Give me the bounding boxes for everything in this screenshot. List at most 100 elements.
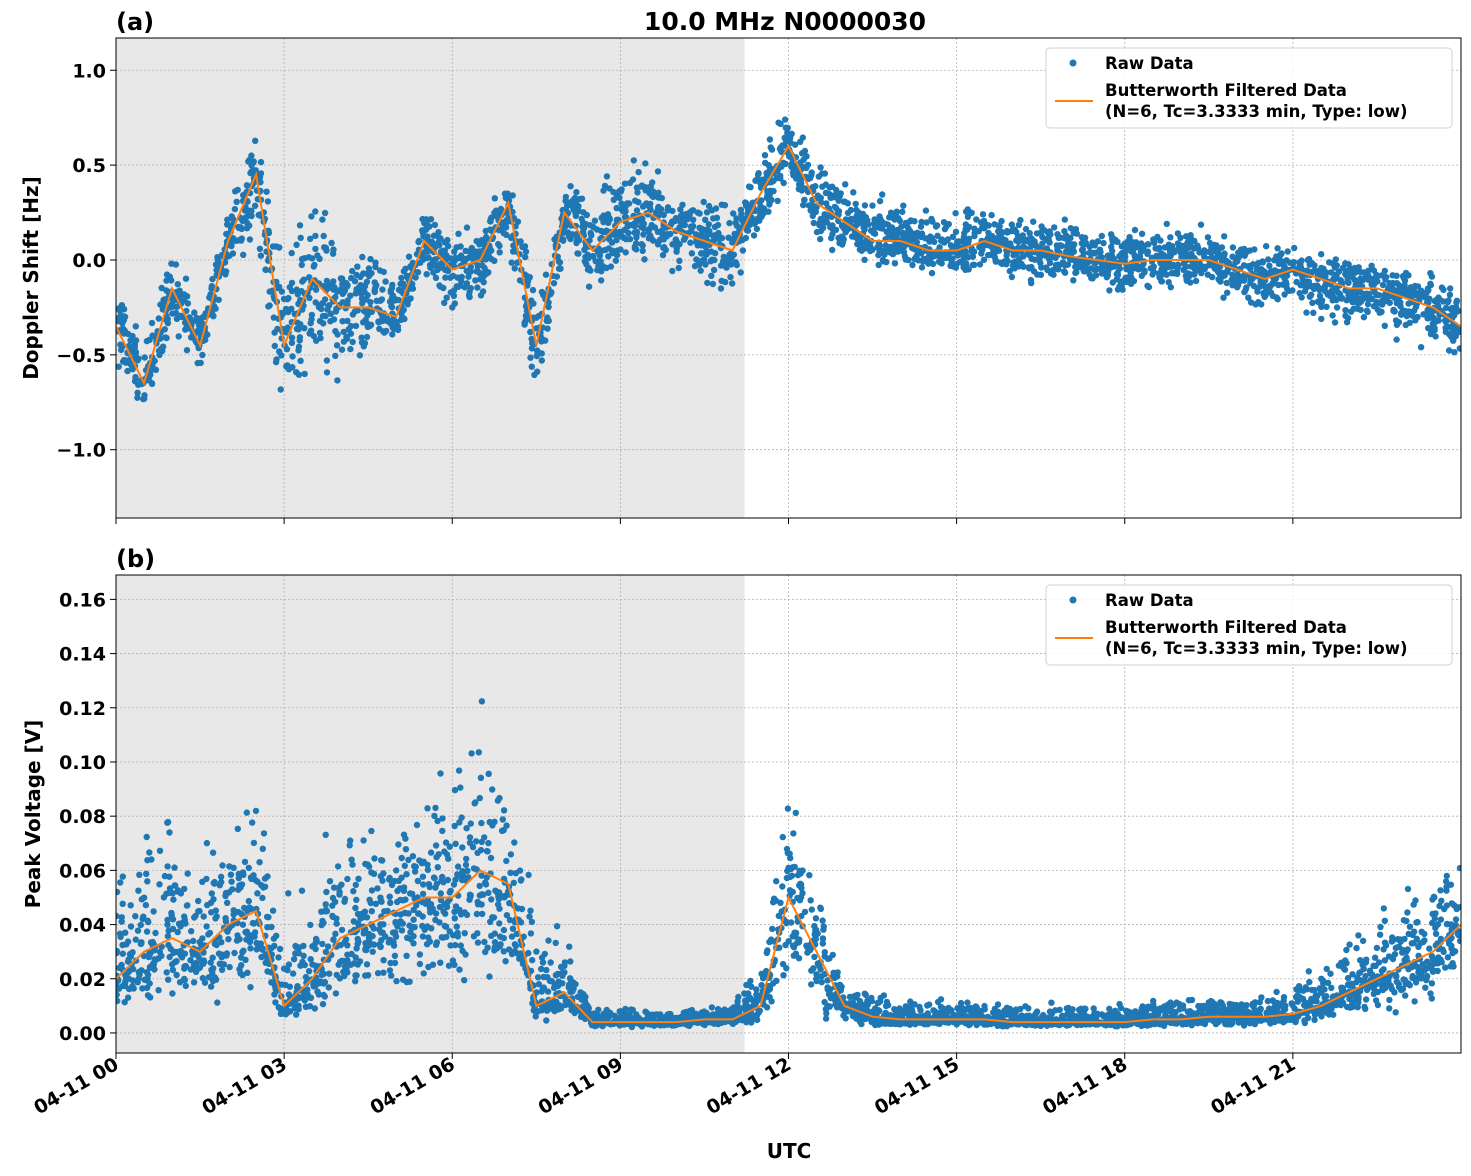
raw-data-point <box>410 917 416 923</box>
raw-data-point <box>224 900 230 906</box>
raw-data-point <box>1356 264 1362 270</box>
raw-data-point <box>268 924 274 930</box>
raw-data-point <box>655 241 661 247</box>
raw-data-point <box>114 950 120 956</box>
raw-data-point <box>420 933 426 939</box>
raw-data-point <box>414 822 420 828</box>
raw-data-point <box>334 377 340 383</box>
raw-data-point <box>961 230 967 236</box>
y-tick-label: 0.06 <box>59 860 106 882</box>
raw-data-point <box>441 300 447 306</box>
raw-data-point <box>560 238 566 244</box>
raw-data-point <box>1141 269 1147 275</box>
raw-data-point <box>1007 241 1013 247</box>
raw-data-point <box>1298 265 1304 271</box>
raw-data-point <box>1281 291 1287 297</box>
raw-data-point <box>120 873 126 879</box>
raw-data-point <box>271 329 277 335</box>
raw-data-point <box>377 944 383 950</box>
raw-data-point <box>584 212 590 218</box>
raw-data-point <box>1394 280 1400 286</box>
raw-data-point <box>483 881 489 887</box>
raw-data-point <box>1394 322 1400 328</box>
raw-data-point <box>1011 265 1017 271</box>
raw-data-point <box>510 926 516 932</box>
raw-data-point <box>820 225 826 231</box>
raw-data-point <box>330 936 336 942</box>
raw-data-point <box>578 1014 584 1020</box>
raw-data-point <box>355 920 361 926</box>
raw-data-point <box>722 279 728 285</box>
raw-data-point <box>655 168 661 174</box>
raw-data-point <box>284 1010 290 1016</box>
raw-data-point <box>199 879 205 885</box>
raw-data-point <box>692 263 698 269</box>
raw-data-point <box>116 986 122 992</box>
raw-data-point <box>883 221 889 227</box>
raw-data-point <box>548 959 554 965</box>
raw-data-point <box>482 270 488 276</box>
raw-data-point <box>258 170 264 176</box>
raw-data-point <box>1368 263 1374 269</box>
raw-data-point <box>224 950 230 956</box>
raw-data-point <box>811 220 817 226</box>
raw-data-point <box>708 273 714 279</box>
raw-data-point <box>919 264 925 270</box>
raw-data-point <box>175 281 181 287</box>
raw-data-point <box>214 262 220 268</box>
raw-data-point <box>338 882 344 888</box>
raw-data-point <box>440 879 446 885</box>
raw-data-point <box>631 157 637 163</box>
raw-data-point <box>292 950 298 956</box>
raw-data-point <box>899 209 905 215</box>
raw-data-point <box>119 320 125 326</box>
raw-data-point <box>268 979 274 985</box>
raw-data-point <box>188 334 194 340</box>
raw-data-point <box>320 1001 326 1007</box>
raw-data-point <box>895 215 901 221</box>
raw-data-point <box>1457 345 1463 351</box>
raw-data-point <box>360 283 366 289</box>
raw-data-point <box>680 222 686 228</box>
raw-data-point <box>1027 230 1033 236</box>
raw-data-point <box>181 886 187 892</box>
raw-data-point <box>420 874 426 880</box>
raw-data-point <box>370 949 376 955</box>
raw-data-point <box>1132 227 1138 233</box>
raw-data-point <box>206 974 212 980</box>
raw-data-point <box>486 771 492 777</box>
raw-data-point <box>641 256 647 262</box>
raw-data-point <box>289 353 295 359</box>
raw-data-point <box>1412 283 1418 289</box>
raw-data-point <box>208 983 214 989</box>
raw-data-point <box>399 855 405 861</box>
raw-data-point <box>434 939 440 945</box>
raw-data-point <box>149 320 155 326</box>
raw-data-point <box>125 994 131 1000</box>
raw-data-point <box>1241 262 1247 268</box>
raw-data-point <box>1293 279 1299 285</box>
raw-data-point <box>1224 280 1230 286</box>
raw-data-point <box>430 269 436 275</box>
raw-data-point <box>144 928 150 934</box>
raw-data-point <box>293 369 299 375</box>
raw-data-point <box>802 148 808 154</box>
raw-data-point <box>373 901 379 907</box>
raw-data-point <box>287 984 293 990</box>
raw-data-point <box>971 262 977 268</box>
raw-data-point <box>1387 300 1393 306</box>
y-axis-label-a: Doppler Shift [Hz] <box>19 176 43 380</box>
raw-data-point <box>443 934 449 940</box>
raw-data-point <box>586 284 592 290</box>
raw-data-point <box>543 1017 549 1023</box>
raw-data-point <box>334 331 340 337</box>
raw-data-point <box>775 120 781 126</box>
raw-data-point <box>481 939 487 945</box>
raw-data-point <box>1272 280 1278 286</box>
raw-data-point <box>538 966 544 972</box>
raw-data-point <box>1220 295 1226 301</box>
raw-data-point <box>478 775 484 781</box>
raw-data-point <box>200 975 206 981</box>
raw-data-point <box>566 200 572 206</box>
raw-data-point <box>429 261 435 267</box>
